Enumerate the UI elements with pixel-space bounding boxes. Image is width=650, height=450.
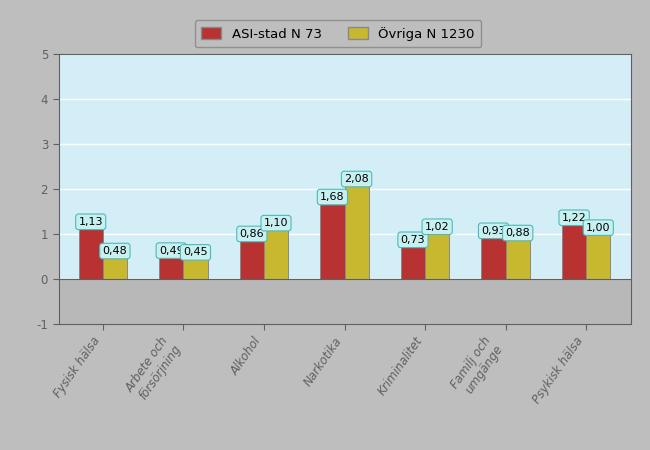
Text: 1,68: 1,68 [320,192,345,202]
Text: 2,08: 2,08 [344,174,369,184]
Bar [79,228,103,279]
Text: 1,02: 1,02 [425,222,449,232]
Text: 0,88: 0,88 [505,228,530,238]
Bar [401,246,425,279]
Bar [159,257,183,279]
Legend: ASI-stad N 73, Övriga N 1230: ASI-stad N 73, Övriga N 1230 [194,20,482,47]
Text: 1,13: 1,13 [79,217,103,227]
Bar [58,279,630,324]
Bar [183,259,207,279]
Text: 0,45: 0,45 [183,248,208,257]
Bar [240,240,264,279]
Text: 0,73: 0,73 [400,235,425,245]
Text: 1,10: 1,10 [264,218,288,228]
Bar [586,234,610,279]
Bar [425,233,449,279]
Bar [482,237,506,279]
Bar [320,203,344,279]
Bar [344,185,369,279]
Text: 1,00: 1,00 [586,223,610,233]
Text: 0,93: 0,93 [481,226,506,236]
Text: 0,48: 0,48 [103,246,127,256]
Bar [103,257,127,279]
Bar [264,230,288,279]
Text: 1,22: 1,22 [562,213,586,223]
Text: 0,86: 0,86 [240,229,264,239]
Text: 0,49: 0,49 [159,246,184,256]
Bar [506,239,530,279]
Bar [562,224,586,279]
